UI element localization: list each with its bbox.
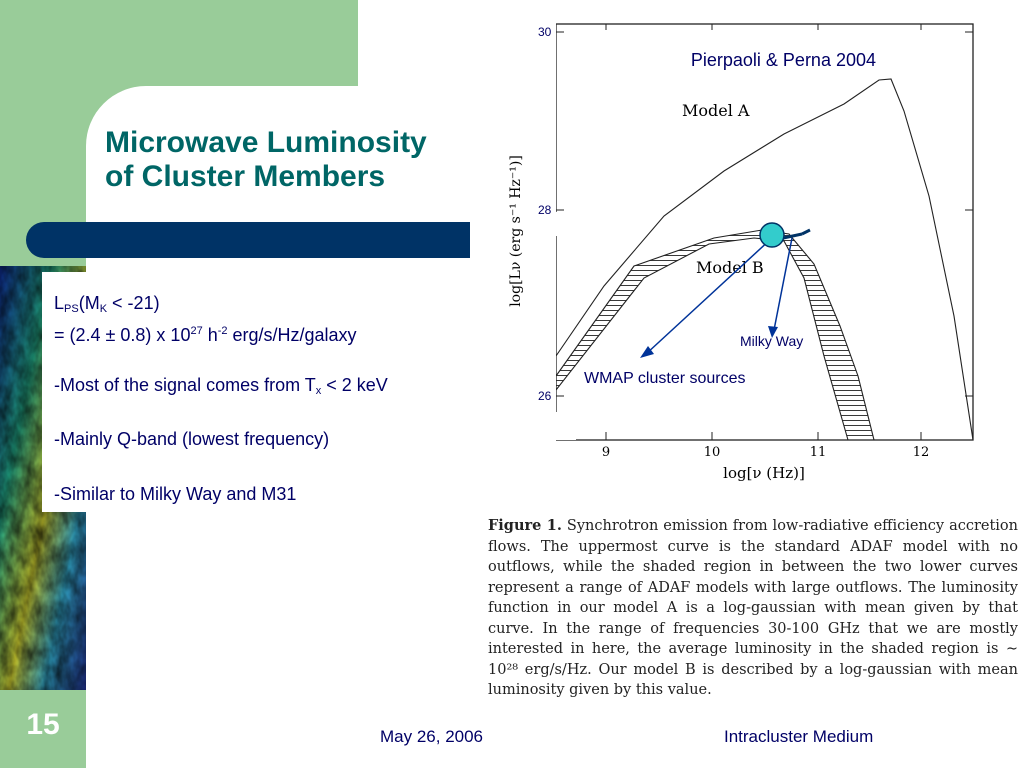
caption-text: Synchrotron emission from low-radiative …	[488, 518, 1018, 698]
figure-svg: 30 28 26 9 10 11 12 log[ν (Hz)] log[Lν (…	[484, 16, 974, 486]
cluster-source-marker	[759, 222, 785, 248]
slide-number-box	[0, 690, 86, 768]
x-ticks	[605, 24, 922, 440]
milky-way-arrowhead	[768, 326, 778, 338]
footer-presentation-name: Intracluster Medium	[724, 727, 874, 746]
wmap-label: WMAP cluster sources	[584, 370, 746, 387]
milky-way-label: Milky Way	[740, 333, 803, 349]
luminosity-value-line: = (2.4 ± 0.8) x 1027 h-2 erg/s/Hz/galaxy	[54, 325, 357, 345]
body-text-panel: LPS(MK < -21) = (2.4 ± 0.8) x 1027 h-2 e…	[42, 272, 482, 512]
bullet-milky-way: -Similar to Milky Way and M31	[54, 484, 297, 504]
slide-title: Microwave Luminosity of Cluster Members	[105, 126, 475, 194]
wmap-arrowhead	[640, 346, 654, 358]
y-axis-label: log[Lν (erg s⁻¹ Hz⁻¹)]	[508, 155, 524, 307]
x-axis-label: log[ν (Hz)]	[723, 464, 805, 482]
footer-date: May 26, 2006	[380, 727, 484, 746]
x-tick-12: 12	[913, 445, 930, 460]
milky-way-arrow-line	[773, 237, 793, 331]
caption-label: Figure 1.	[488, 517, 562, 534]
x-tick-10: 10	[704, 445, 721, 460]
x-tick-9: 9	[602, 445, 610, 460]
slide-title-line1: Microwave Luminosity	[105, 126, 427, 159]
figure-caption: Figure 1. Synchrotron emission from low-…	[488, 516, 1018, 701]
x-tick-11: 11	[810, 445, 827, 460]
bullet-signal: -Most of the signal comes from Tx < 2 ke…	[54, 375, 388, 397]
model-b-label: Model B	[696, 258, 764, 277]
synchrotron-figure: 30 28 26 9 10 11 12 log[ν (Hz)] log[Lν (…	[484, 16, 1024, 486]
lps-line: LPS(MK < -21)	[54, 293, 160, 315]
model-b-shaded-band	[555, 229, 875, 441]
y-tick-30: 30	[538, 25, 552, 39]
title-underline-bar	[26, 222, 470, 258]
slide-title-line2: of Cluster Members	[105, 160, 386, 193]
header-green-block	[0, 0, 358, 86]
bullet-qband: -Mainly Q-band (lowest frequency)	[54, 429, 330, 449]
y-tick-28: 28	[538, 203, 552, 217]
model-a-curve	[555, 78, 974, 441]
model-a-label: Model A	[682, 101, 750, 120]
y-tick-26: 26	[538, 389, 552, 403]
wmap-arrow-line	[645, 237, 773, 355]
slide-number: 15	[26, 708, 60, 741]
citation-label: Pierpaoli & Perna 2004	[691, 50, 876, 70]
